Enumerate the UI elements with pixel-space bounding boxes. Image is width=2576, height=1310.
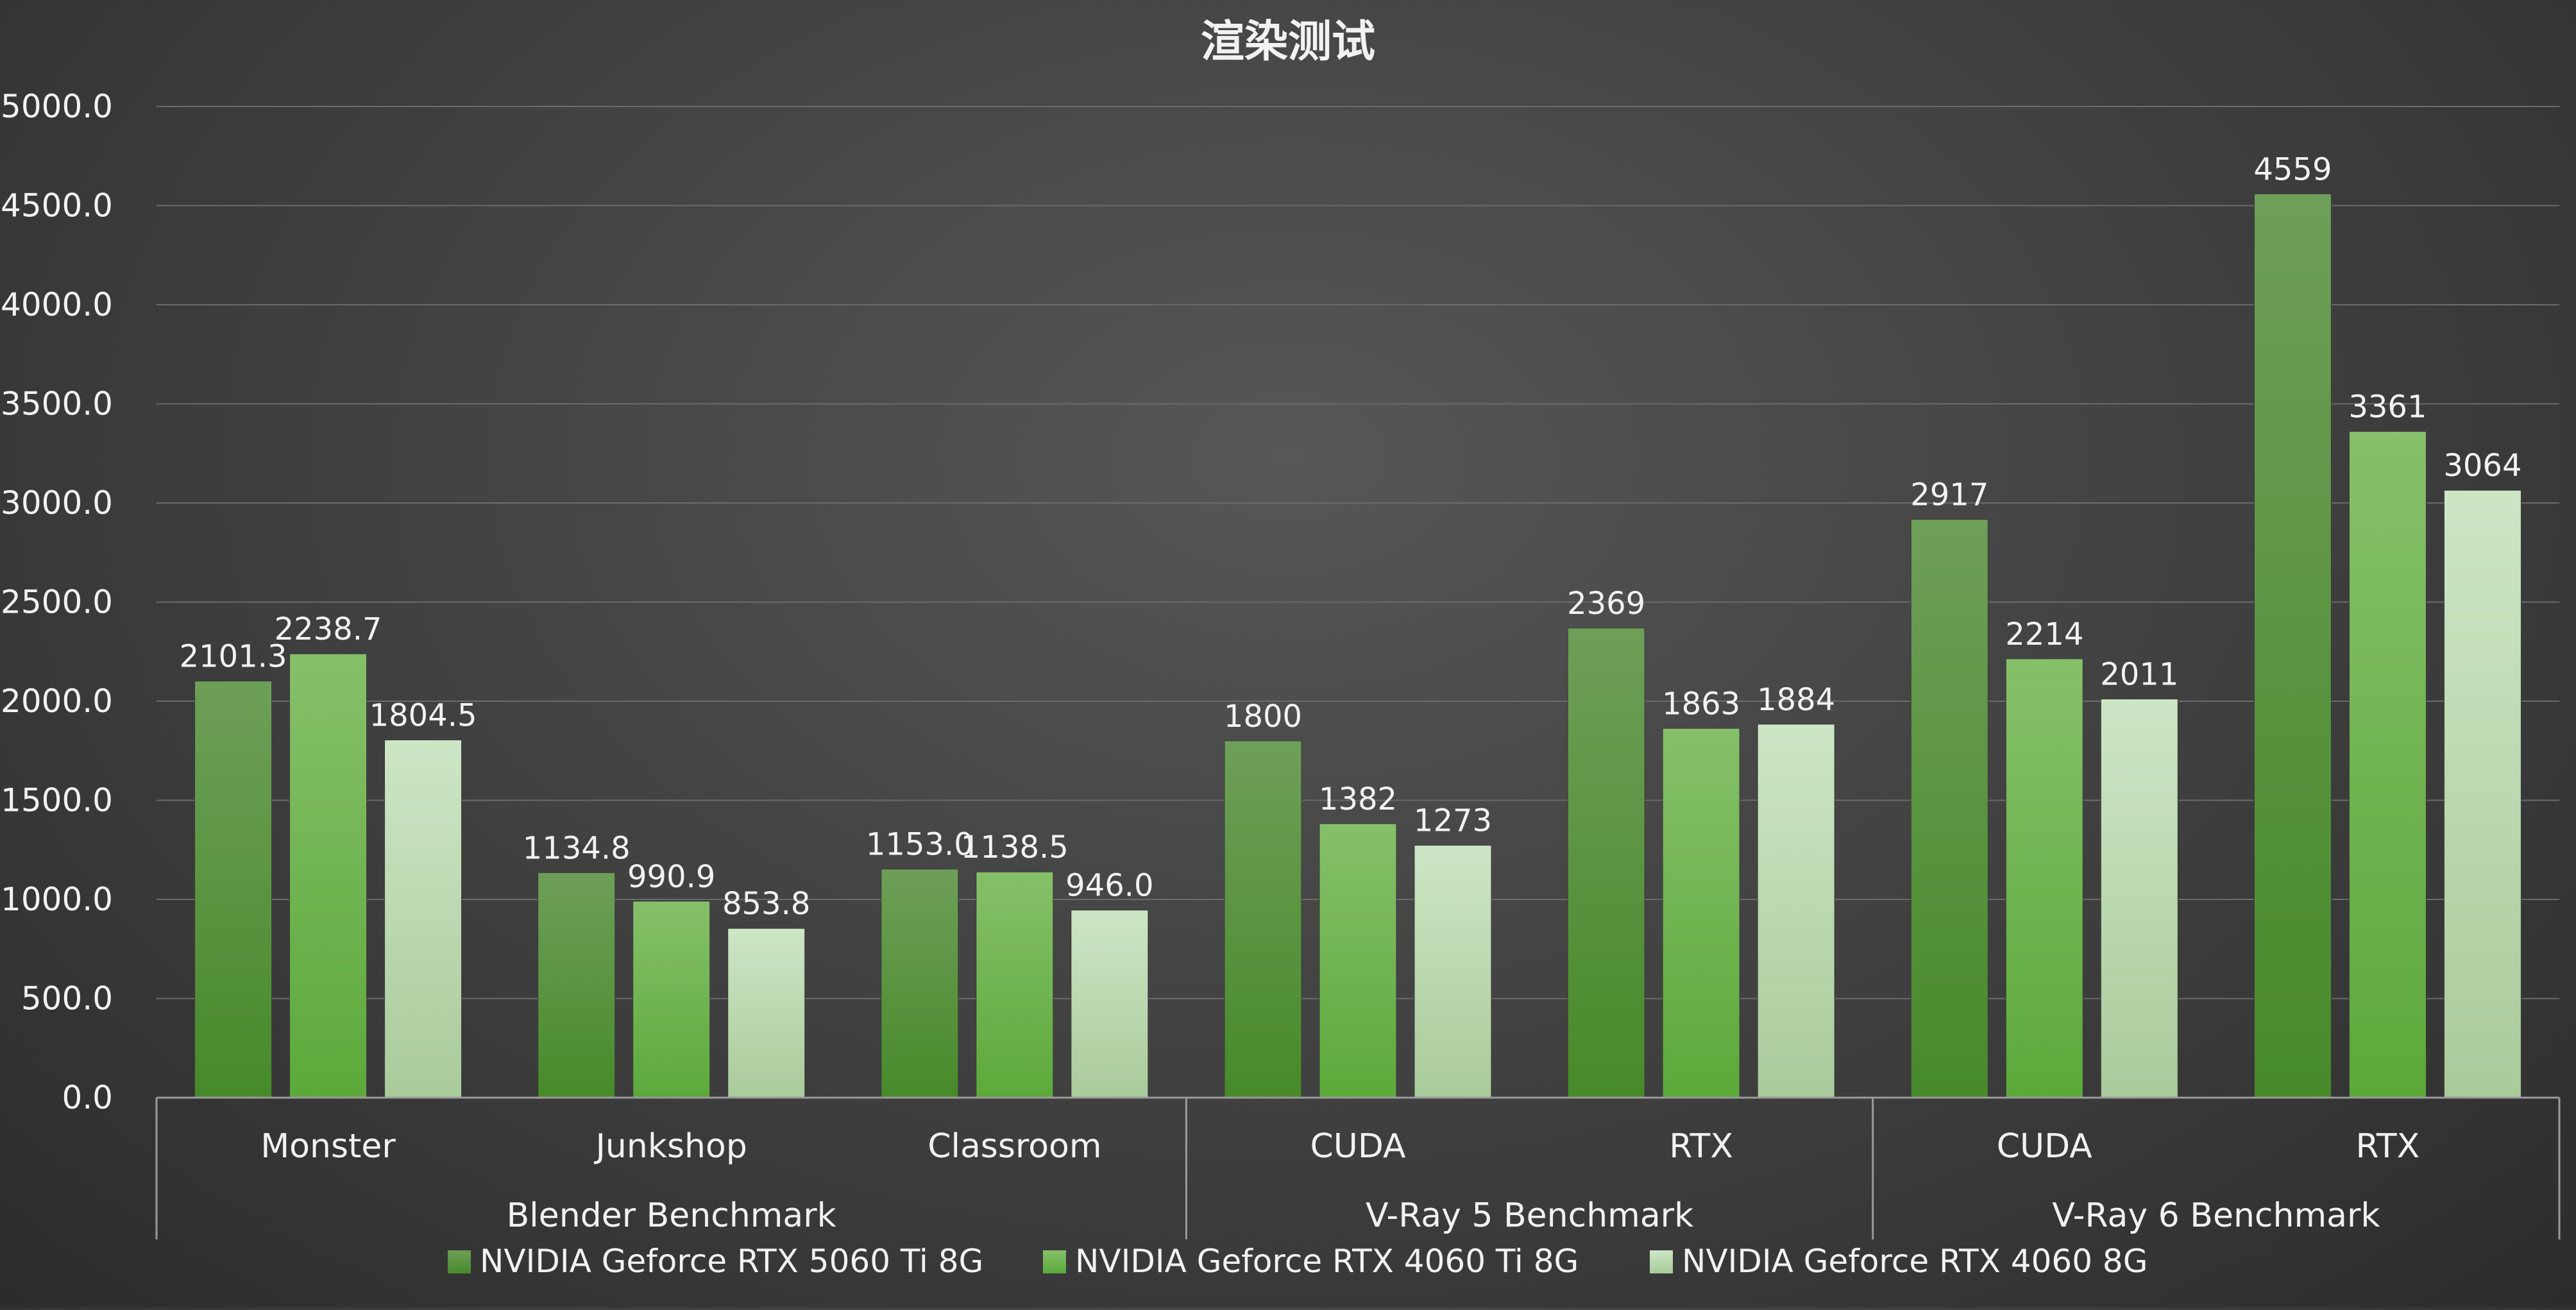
data-label: 1273 [1414, 803, 1492, 839]
bar [1910, 519, 1988, 1098]
data-label: 2214 [2005, 617, 2083, 652]
legend: NVIDIA Geforce RTX 5060 Ti 8G NVIDIA Gefo… [448, 1243, 2148, 1280]
bar [1567, 627, 1645, 1098]
data-label: 4559 [2253, 151, 2332, 187]
group-label: V-Ray 5 Benchmark [1366, 1196, 1693, 1235]
y-axis: 0.0 500.0 1000.0 1500.0 2000.0 2500.0 3000.0 35… [1, 88, 113, 1116]
bar [1662, 727, 1740, 1098]
data-label: 946.0 [1065, 868, 1153, 904]
bar [881, 869, 959, 1098]
data-label: 1800 [1224, 699, 1302, 735]
y-tick-label: 3500.0 [1, 386, 113, 423]
x-tick-label: Junkshop [594, 1127, 747, 1166]
bar [194, 681, 273, 1098]
data-label: 2011 [2100, 657, 2178, 693]
x-tick-label: Monster [260, 1127, 396, 1166]
data-label: 3361 [2348, 389, 2427, 425]
legend-label: NVIDIA Geforce RTX 4060 8G [1682, 1243, 2148, 1280]
data-label: 1153.0 [866, 827, 974, 863]
bar [1071, 910, 1149, 1098]
bar [289, 653, 368, 1098]
y-tick-label: 3000.0 [1, 484, 113, 522]
bar [538, 872, 616, 1098]
bar [1224, 740, 1302, 1098]
bar [1757, 724, 1835, 1098]
bar [2253, 193, 2332, 1098]
data-label: 1382 [1319, 781, 1397, 817]
x-tick-label: CUDA [1997, 1127, 2092, 1166]
y-tick-label: 0.0 [62, 1079, 113, 1116]
x-tick-label: Classroom [928, 1127, 1101, 1166]
data-label: 853.8 [722, 886, 810, 922]
y-tick-label: 2500.0 [1, 584, 113, 621]
data-label: 1134.8 [523, 830, 631, 866]
data-label: 2369 [1567, 586, 1645, 622]
bar [384, 739, 462, 1098]
data-label: 2917 [1910, 477, 1988, 513]
bar [1319, 823, 1397, 1098]
y-tick-label: 4500.0 [1, 187, 113, 225]
y-tick-label: 1000.0 [1, 881, 113, 918]
data-label: 3064 [2443, 448, 2521, 484]
y-tick-label: 5000.0 [1, 88, 113, 125]
data-label: 2238.7 [275, 611, 382, 647]
legend-swatch [1043, 1250, 1066, 1273]
x-tick-label: RTX [1669, 1127, 1733, 1166]
legend-label: NVIDIA Geforce RTX 5060 Ti 8G [480, 1243, 983, 1280]
data-label: 1884 [1757, 682, 1835, 718]
y-tick-label: 500.0 [21, 980, 113, 1017]
data-label: 2101.3 [180, 639, 287, 675]
x-axis: Monster Junkshop Classroom CUDA RTX CUDA RTX Bl… [155, 1096, 2561, 1239]
x-tick-label: RTX [2356, 1127, 2420, 1166]
bar [2100, 699, 2178, 1098]
group-label: Blender Benchmark [507, 1196, 836, 1235]
chart-title: 渲染测试 [1201, 17, 1375, 67]
data-label: 1804.5 [369, 697, 477, 733]
bars [194, 193, 2521, 1098]
legend-swatch [448, 1250, 471, 1273]
y-tick-label: 2000.0 [1, 683, 113, 720]
data-label: 1863 [1662, 686, 1740, 722]
bar [2348, 430, 2427, 1098]
bar [632, 901, 711, 1098]
y-tick-label: 4000.0 [1, 286, 113, 323]
bar [2443, 489, 2521, 1098]
x-tick-label: CUDA [1310, 1127, 1405, 1166]
group-label: V-Ray 6 Benchmark [2052, 1196, 2380, 1235]
bar [976, 871, 1054, 1098]
y-tick-label: 1500.0 [1, 782, 113, 819]
bar [1414, 845, 1492, 1098]
data-label: 990.9 [627, 859, 715, 895]
legend-label: NVIDIA Geforce RTX 4060 Ti 8G [1075, 1243, 1579, 1280]
bar [2005, 658, 2083, 1098]
legend-swatch [1650, 1250, 1673, 1273]
data-label: 1138.5 [961, 829, 1069, 865]
bar [727, 928, 806, 1098]
